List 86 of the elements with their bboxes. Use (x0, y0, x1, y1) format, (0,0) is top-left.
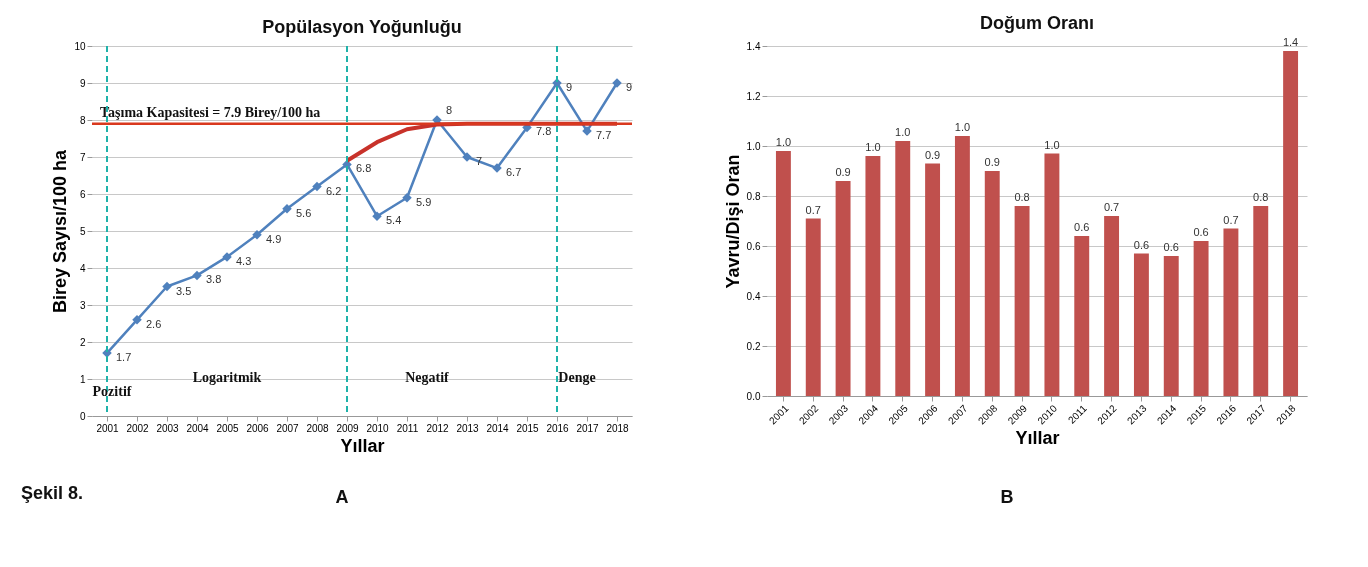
data-label: 6.2 (326, 184, 342, 197)
text: Şekil 8. (20, 483, 84, 503)
annotation: Negatif (405, 370, 450, 385)
x-tick-label: 2001 (96, 422, 120, 434)
x-tick-label: 2008 (306, 422, 330, 434)
y-tick-label: 9 (79, 77, 86, 89)
y-axis-title: Yavru/Dişi Oran (722, 154, 743, 289)
data-label: 0.6 (1193, 226, 1209, 238)
data-label: 0.9 (924, 148, 941, 161)
x-tick-label: 2012 (426, 422, 450, 434)
chart-title: Popülasyon Yoğunluğu (262, 17, 462, 37)
y-tick-label: 0 (79, 410, 86, 422)
data-label: 4.3 (236, 254, 252, 267)
y-tick-label: 1.2 (746, 90, 761, 102)
x-tick-label: 2002 (126, 422, 150, 434)
y-tick-label: 7 (79, 151, 86, 163)
x-tick-label: 2009 (336, 422, 360, 434)
x-tick-label: 2007 (276, 422, 300, 434)
y-tick-label: 10 (74, 40, 86, 52)
data-label: 5.6 (296, 206, 312, 219)
data-label: 1.0 (775, 136, 792, 148)
data-label: 3.5 (176, 284, 192, 297)
y-tick-label: 5 (79, 225, 86, 237)
chart-title: Doğum Oranı (979, 13, 1095, 33)
text: B (1000, 487, 1014, 507)
y-tick-label: 0.0 (746, 390, 761, 402)
data-label: 0.9 (984, 156, 1000, 168)
x-tick-label: 2014 (486, 422, 510, 434)
data-label: 4.9 (266, 232, 282, 245)
x-tick-label: 2018 (606, 422, 630, 434)
x-tick-label: 2006 (246, 422, 270, 434)
data-label: 1.7 (116, 351, 132, 364)
annotation: Logaritmik (192, 370, 262, 385)
data-label: 0.8 (1253, 191, 1269, 203)
data-label: 5.4 (386, 214, 402, 227)
x-tick-label: 2004 (186, 422, 210, 434)
x-tick-label: 2017 (576, 422, 600, 434)
y-tick-label: 8 (79, 114, 86, 126)
y-tick-label: 1 (79, 373, 86, 385)
y-axis-title: Birey Sayısı/100 ha (50, 148, 71, 314)
y-tick-label: 2 (79, 336, 86, 348)
data-label: 1.0 (865, 141, 881, 153)
text: A (335, 487, 349, 507)
y-tick-label: 3 (79, 299, 86, 311)
data-label: 1.0 (954, 121, 971, 133)
data-label: 1.0 (1044, 138, 1060, 151)
data-label: 1.0 (895, 126, 911, 138)
ref-line-label: Taşıma Kapasitesi = 7.9 Birey/100 ha (100, 104, 321, 120)
data-label: 6.7 (506, 166, 522, 179)
y-tick-label: 4 (79, 262, 86, 274)
data-label: 0.9 (835, 166, 851, 178)
annotation: Denge (558, 370, 596, 385)
y-tick-label: 1.0 (746, 140, 761, 152)
data-label: 8 (446, 104, 453, 116)
data-label: 2.6 (146, 317, 162, 330)
y-tick-label: 6 (79, 188, 86, 200)
y-tick-label: 0.6 (746, 240, 761, 252)
data-label: 0.7 (805, 203, 821, 216)
data-label: 0.6 (1163, 241, 1179, 253)
data-label: 3.8 (206, 273, 222, 286)
data-label: 1.4 (1282, 36, 1299, 48)
annotation: Pozitif (92, 384, 132, 399)
x-tick-label: 2005 (216, 422, 240, 434)
data-label: 0.6 (1133, 238, 1150, 251)
x-tick-label: 2011 (396, 422, 419, 434)
data-label: 9 (566, 81, 573, 93)
data-label: 7.7 (596, 129, 612, 142)
data-label: 6.8 (356, 162, 372, 175)
data-label: 5.9 (416, 195, 432, 208)
data-label: 0.8 (1014, 191, 1030, 203)
y-tick-label: 0.2 (746, 340, 761, 352)
x-tick-label: 2010 (366, 422, 390, 434)
x-axis-title: Yıllar (1015, 428, 1060, 449)
x-axis-title: Yıllar (340, 435, 385, 456)
x-tick-label: 2013 (456, 422, 480, 434)
data-label: 0.7 (1223, 213, 1239, 226)
y-tick-label: 0.4 (746, 290, 761, 302)
x-tick-label: 2016 (546, 422, 570, 434)
y-tick-label: 1.4 (746, 40, 761, 52)
data-label: 0.7 (1103, 201, 1120, 213)
x-tick-label: 2003 (156, 422, 180, 434)
y-tick-label: 0.8 (746, 190, 761, 202)
data-label: 7.8 (536, 125, 552, 138)
data-label: 0.6 (1074, 221, 1090, 233)
data-label: 9 (626, 81, 633, 93)
x-tick-label: 2015 (516, 422, 540, 434)
